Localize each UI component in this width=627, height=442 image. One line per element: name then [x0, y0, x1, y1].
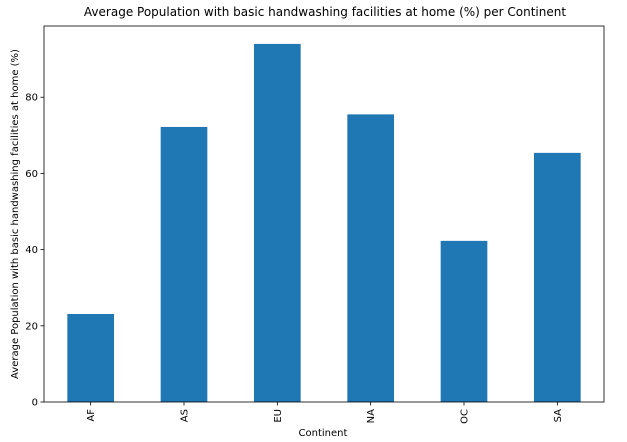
y-tick-label-60: 60 [25, 169, 38, 180]
bar-na [347, 114, 394, 402]
chart-title: Average Population with basic handwashin… [84, 5, 566, 19]
x-tick-label-eu: EU [273, 409, 284, 423]
x-axis: AF AS EU NA OC SA [86, 402, 564, 424]
y-tick-label-0: 0 [32, 398, 38, 409]
y-tick-label-40: 40 [25, 245, 38, 256]
y-axis: 0 20 40 60 80 [25, 93, 44, 409]
x-tick-label-as: AS [180, 409, 191, 422]
bar-oc [440, 240, 488, 402]
y-axis-label: Average Population with basic handwashin… [10, 49, 21, 379]
y-tick-label-20: 20 [25, 321, 38, 332]
bar-as [160, 126, 208, 402]
bars-group [67, 43, 581, 403]
bar-af [67, 314, 114, 402]
bar-sa [534, 152, 581, 402]
x-axis-label: Continent [299, 428, 348, 439]
x-tick-label-af: AF [86, 409, 97, 422]
x-tick-label-sa: SA [553, 409, 564, 423]
bar-eu [254, 43, 301, 403]
plot-frame [43, 25, 605, 403]
x-tick-label-oc: OC [460, 409, 471, 424]
y-tick-label-80: 80 [25, 93, 38, 104]
x-tick-label-na: NA [366, 409, 377, 423]
